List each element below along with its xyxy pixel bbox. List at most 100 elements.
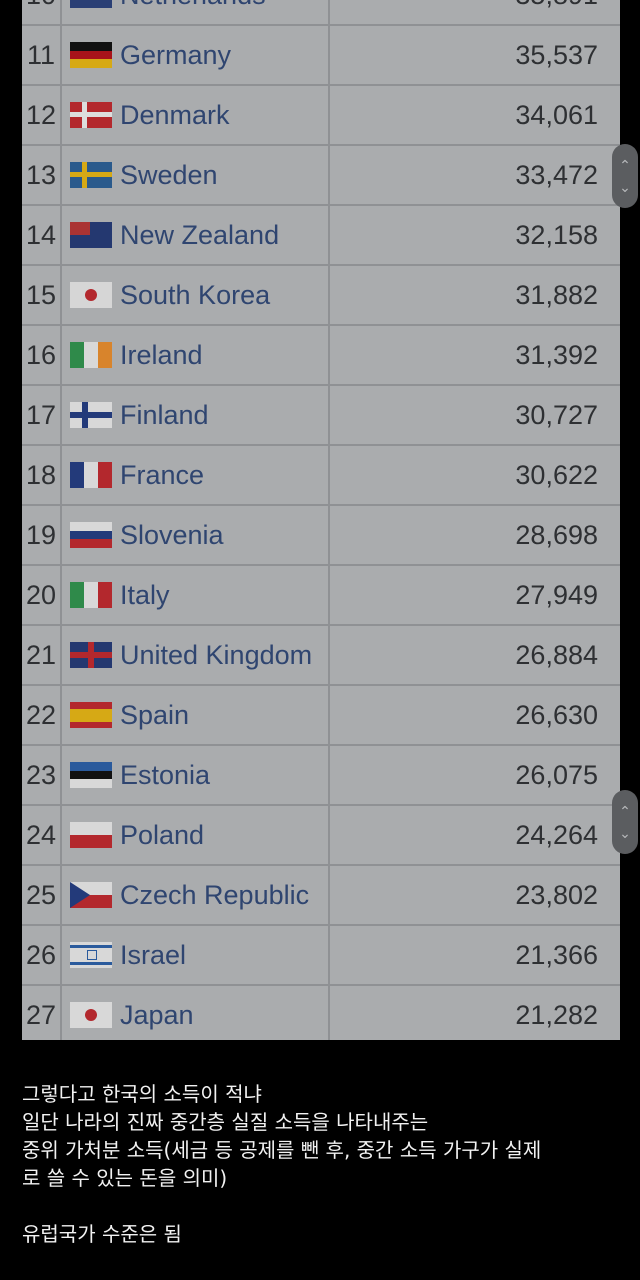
country-link[interactable]: Slovenia (120, 519, 224, 550)
country-cell: New Zealand (62, 206, 330, 264)
country-link[interactable]: Poland (120, 819, 205, 850)
country-cell: Denmark (62, 86, 330, 144)
rank-cell: 19 (22, 506, 62, 564)
caption-conclusion: 유럽국가 수준은 됨 (22, 1222, 182, 1246)
table-row: 27 Japan 21,282 (22, 986, 620, 1040)
chevron-up-icon: ⌃ (619, 157, 631, 173)
flag-germany-icon (70, 42, 112, 68)
country-link[interactable]: Spain (120, 699, 190, 730)
rank-cell: 13 (22, 146, 62, 204)
income-value-cell: 27,949 (515, 579, 598, 610)
table-row: 10 Netherlands 35,891 (22, 0, 620, 26)
rank-cell: 23 (22, 746, 62, 804)
table-row: 18 France 30,622 (22, 446, 620, 506)
country-cell: Sweden (62, 146, 330, 204)
country-cell: Germany (62, 26, 330, 84)
rank-cell: 16 (22, 326, 62, 384)
chevron-down-icon: ⌄ (619, 179, 631, 195)
rank-cell: 26 (22, 926, 62, 984)
country-cell: Israel (62, 926, 330, 984)
flag-spain-icon (70, 702, 112, 728)
rank-cell: 21 (22, 626, 62, 684)
income-value-cell: 30,727 (515, 399, 598, 430)
flag-netherlands-icon (70, 0, 112, 8)
chevron-down-icon: ⌄ (619, 825, 631, 841)
table-row: 14 New Zealand 32,158 (22, 206, 620, 266)
country-link[interactable]: South Korea (120, 279, 271, 310)
caption-line: 그렇다고 한국의 소득이 적냐 (22, 1082, 262, 1106)
country-link[interactable]: Italy (120, 579, 170, 610)
country-link[interactable]: United Kingdom (120, 639, 313, 670)
flag-new-zealand-icon (70, 222, 112, 248)
table-row: 19 Slovenia 28,698 (22, 506, 620, 566)
flag-ireland-icon (70, 342, 112, 368)
rank-cell: 11 (22, 26, 62, 84)
income-value-cell: 33,472 (515, 159, 598, 190)
country-cell: Netherlands (62, 0, 330, 24)
scroll-handle-upper[interactable]: ⌃ ⌄ (612, 144, 638, 208)
table-row: 24 Poland 24,264 (22, 806, 620, 866)
country-link[interactable]: Denmark (120, 99, 230, 130)
rank-cell: 12 (22, 86, 62, 144)
caption-line: 일단 나라의 진짜 중간층 실질 소득을 나타내주는 (22, 1110, 429, 1134)
table-row: 16 Ireland 31,392 (22, 326, 620, 386)
flag-japan-icon (70, 1002, 112, 1028)
caption-line: 중위 가처분 소득(세금 등 공제를 뺀 후, 중간 소득 가구가 실제 (22, 1138, 542, 1162)
flag-france-icon (70, 462, 112, 488)
income-value-cell: 35,891 (330, 0, 620, 24)
table-row: 26 Israel 21,366 (22, 926, 620, 986)
income-value-cell: 34,061 (515, 99, 598, 130)
income-value-cell: 31,392 (515, 339, 598, 370)
country-cell: United Kingdom (62, 626, 330, 684)
income-value-cell: 21,366 (515, 939, 598, 970)
flag-united-kingdom-icon (70, 642, 112, 668)
country-cell: Slovenia (62, 506, 330, 564)
income-value-cell: 32,158 (515, 219, 598, 250)
table-row: 21 United Kingdom 26,884 (22, 626, 620, 686)
rank-cell: 10 (22, 0, 62, 24)
income-value-cell: 30,622 (515, 459, 598, 490)
flag-israel-icon (70, 942, 112, 968)
country-cell: Estonia (62, 746, 330, 804)
rank-cell: 14 (22, 206, 62, 264)
income-value-cell: 23,802 (515, 879, 598, 910)
country-link[interactable]: Netherlands (120, 0, 266, 11)
country-cell: France (62, 446, 330, 504)
table-row: 12 Denmark 34,061 (22, 86, 620, 146)
rank-cell: 17 (22, 386, 62, 444)
income-value-cell: 24,264 (515, 819, 598, 850)
country-link[interactable]: Finland (120, 399, 209, 430)
income-value-cell: 28,698 (515, 519, 598, 550)
income-value-cell: 26,884 (515, 639, 598, 670)
income-ranking-table-image: 10 Netherlands 35,891 11 Germany 35,537 … (22, 0, 620, 1040)
country-link[interactable]: Israel (120, 939, 187, 970)
post-caption: 그렇다고 한국의 소득이 적냐 일단 나라의 진짜 중간층 실질 소득을 나타내… (22, 1080, 541, 1248)
country-link[interactable]: Ireland (120, 339, 203, 370)
chevron-up-icon: ⌃ (619, 803, 631, 819)
country-link[interactable]: Japan (120, 999, 194, 1030)
table-row: 17 Finland 30,727 (22, 386, 620, 446)
country-link[interactable]: Czech Republic (120, 879, 310, 910)
income-value-cell: 26,630 (515, 699, 598, 730)
table-row: 23 Estonia 26,075 (22, 746, 620, 806)
table-row: 20 Italy 27,949 (22, 566, 620, 626)
rank-cell: 25 (22, 866, 62, 924)
scroll-handle-lower[interactable]: ⌃ ⌄ (612, 790, 638, 854)
country-link[interactable]: Sweden (120, 159, 218, 190)
country-link[interactable]: Estonia (120, 759, 211, 790)
flag-south-korea-icon (70, 282, 112, 308)
flag-slovenia-icon (70, 522, 112, 548)
flag-poland-icon (70, 822, 112, 848)
country-link[interactable]: Germany (120, 39, 232, 70)
rank-cell: 18 (22, 446, 62, 504)
rank-cell: 22 (22, 686, 62, 744)
rank-cell: 27 (22, 986, 62, 1040)
country-link[interactable]: France (120, 459, 205, 490)
country-cell: Ireland (62, 326, 330, 384)
country-cell: South Korea (62, 266, 330, 324)
income-value-cell: 35,537 (515, 39, 598, 70)
flag-denmark-icon (70, 102, 112, 128)
flag-sweden-icon (70, 162, 112, 188)
table-row: 15 South Korea 31,882 (22, 266, 620, 326)
country-link[interactable]: New Zealand (120, 219, 280, 250)
